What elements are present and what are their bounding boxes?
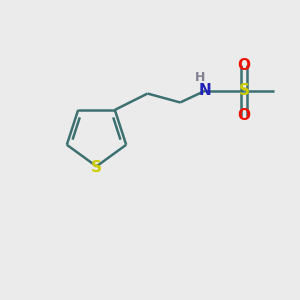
Text: O: O [238, 58, 250, 73]
Text: N: N [199, 83, 212, 98]
Text: S: S [91, 160, 102, 175]
Text: O: O [238, 108, 250, 123]
Text: S: S [238, 83, 250, 98]
Text: H: H [195, 71, 205, 84]
